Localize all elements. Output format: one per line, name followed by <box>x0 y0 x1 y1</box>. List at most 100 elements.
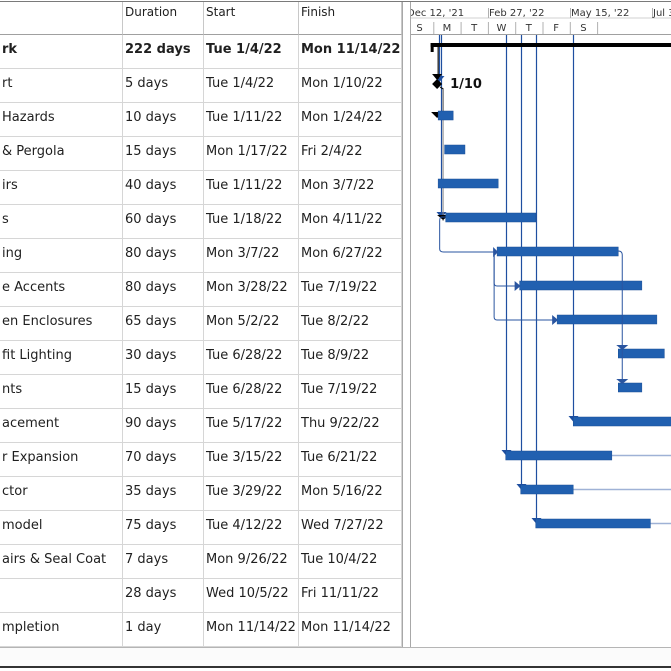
finish-cell[interactable]: Wed 7/27/22 <box>299 511 402 545</box>
finish-cell[interactable]: Tue 7/19/22 <box>299 375 402 409</box>
start-cell[interactable]: Mon 3/28/22 <box>204 273 299 307</box>
task-name-cell[interactable]: airs & Seal Coat <box>0 545 123 579</box>
task-name-cell[interactable]: e Accents <box>0 273 123 307</box>
start-cell[interactable]: Wed 10/5/22 <box>204 579 299 613</box>
task-name-cell[interactable]: rt <box>0 69 123 103</box>
task-row[interactable]: e Accents 80 days Mon 3/28/22 Tue 7/19/22 <box>0 273 402 307</box>
duration-cell[interactable]: 1 day <box>123 613 204 647</box>
start-cell[interactable]: Tue 1/4/22 <box>204 35 299 69</box>
task-name-cell[interactable]: s <box>0 205 123 239</box>
duration-cell[interactable]: 35 days <box>123 477 204 511</box>
pane-splitter[interactable] <box>402 2 411 647</box>
task-row[interactable]: ctor 35 days Tue 3/29/22 Mon 5/16/22 <box>0 477 402 511</box>
task-row[interactable]: & Pergola 15 days Mon 1/17/22 Fri 2/4/22 <box>0 137 402 171</box>
task-name-cell[interactable]: irs <box>0 171 123 205</box>
duration-cell[interactable]: 10 days <box>123 103 204 137</box>
duration-cell[interactable]: 60 days <box>123 205 204 239</box>
task-row[interactable]: airs & Seal Coat 7 days Mon 9/26/22 Tue 10/… <box>0 545 402 579</box>
start-cell[interactable]: Mon 9/26/22 <box>204 545 299 579</box>
task-row[interactable]: s 60 days Tue 1/18/22 Mon 4/11/22 <box>0 205 402 239</box>
finish-cell[interactable]: Mon 4/11/22 <box>299 205 402 239</box>
start-cell[interactable]: Mon 5/2/22 <box>204 307 299 341</box>
summary-task-row[interactable]: rk 222 days Tue 1/4/22 Mon 11/14/22 <box>0 35 402 69</box>
finish-cell[interactable]: Mon 6/27/22 <box>299 239 402 273</box>
start-cell[interactable]: Mon 1/17/22 <box>204 137 299 171</box>
finish-cell[interactable]: Fri 11/11/22 <box>299 579 402 613</box>
task-row[interactable]: Hazards 10 days Tue 1/11/22 Mon 1/24/22 <box>0 103 402 137</box>
duration-cell[interactable]: 90 days <box>123 409 204 443</box>
duration-cell[interactable]: 5 days <box>123 69 204 103</box>
start-cell[interactable]: Mon 11/14/22 <box>204 613 299 647</box>
finish-cell[interactable]: Fri 2/4/22 <box>299 137 402 171</box>
task-name-cell[interactable]: nts <box>0 375 123 409</box>
start-cell[interactable]: Tue 6/28/22 <box>204 341 299 375</box>
task-row[interactable]: 28 days Wed 10/5/22 Fri 11/11/22 <box>0 579 402 613</box>
finish-cell[interactable]: Tue 8/2/22 <box>299 307 402 341</box>
start-cell[interactable]: Tue 4/12/22 <box>204 511 299 545</box>
start-cell[interactable]: Tue 5/17/22 <box>204 409 299 443</box>
duration-cell[interactable]: 75 days <box>123 511 204 545</box>
finish-cell[interactable]: Tue 7/19/22 <box>299 273 402 307</box>
duration-cell[interactable]: 70 days <box>123 443 204 477</box>
duration-cell[interactable]: 15 days <box>123 375 204 409</box>
task-name-cell[interactable]: en Enclosures <box>0 307 123 341</box>
task-name-cell[interactable]: ctor <box>0 477 123 511</box>
task-name-cell[interactable]: Hazards <box>0 103 123 137</box>
finish-cell[interactable]: Mon 1/10/22 <box>299 69 402 103</box>
start-cell[interactable]: Tue 1/11/22 <box>204 103 299 137</box>
start-cell[interactable]: Tue 1/11/22 <box>204 171 299 205</box>
duration-cell[interactable]: 30 days <box>123 341 204 375</box>
task-bar[interactable] <box>496 246 619 257</box>
task-bar[interactable] <box>535 518 651 529</box>
duration-cell[interactable]: 7 days <box>123 545 204 579</box>
finish-cell[interactable]: Thu 9/22/22 <box>299 409 402 443</box>
duration-cell[interactable]: 28 days <box>123 579 204 613</box>
column-header-start[interactable]: Start <box>204 2 299 35</box>
start-cell[interactable]: Tue 6/28/22 <box>204 375 299 409</box>
task-row[interactable]: acement 90 days Tue 5/17/22 Thu 9/22/22 <box>0 409 402 443</box>
finish-cell[interactable]: Mon 1/24/22 <box>299 103 402 137</box>
task-bar[interactable] <box>618 382 643 393</box>
task-bar[interactable] <box>618 348 665 359</box>
column-header-task-name[interactable] <box>0 2 123 35</box>
finish-cell[interactable]: Tue 8/9/22 <box>299 341 402 375</box>
start-cell[interactable]: Tue 1/18/22 <box>204 205 299 239</box>
duration-cell[interactable]: 65 days <box>123 307 204 341</box>
task-bar[interactable] <box>437 178 499 189</box>
horizontal-scrollbar[interactable] <box>0 647 671 668</box>
task-row[interactable]: fit Lighting 30 days Tue 6/28/22 Tue 8/9/22 <box>0 341 402 375</box>
finish-cell[interactable]: Mon 3/7/22 <box>299 171 402 205</box>
task-row[interactable]: irs 40 days Tue 1/11/22 Mon 3/7/22 <box>0 171 402 205</box>
column-header-duration[interactable]: Duration <box>123 2 204 35</box>
start-cell[interactable]: Tue 3/15/22 <box>204 443 299 477</box>
task-row[interactable]: mpletion 1 day Mon 11/14/22 Mon 11/14/22 <box>0 613 402 647</box>
finish-cell[interactable]: Mon 5/16/22 <box>299 477 402 511</box>
task-row[interactable]: rt 5 days Tue 1/4/22 Mon 1/10/22 <box>0 69 402 103</box>
task-bar[interactable] <box>444 144 466 155</box>
task-bar[interactable] <box>519 280 643 291</box>
task-bar[interactable] <box>572 416 671 427</box>
finish-cell[interactable]: Mon 11/14/22 <box>299 613 402 647</box>
start-cell[interactable]: Tue 3/29/22 <box>204 477 299 511</box>
task-name-cell[interactable]: fit Lighting <box>0 341 123 375</box>
task-name-cell[interactable]: model <box>0 511 123 545</box>
task-name-cell[interactable]: & Pergola <box>0 137 123 171</box>
task-name-cell[interactable]: ing <box>0 239 123 273</box>
column-header-finish[interactable]: Finish <box>299 2 402 35</box>
task-bar[interactable] <box>445 212 536 223</box>
task-row[interactable]: model 75 days Tue 4/12/22 Wed 7/27/22 <box>0 511 402 545</box>
task-row[interactable]: en Enclosures 65 days Mon 5/2/22 Tue 8/2/22 <box>0 307 402 341</box>
task-bar[interactable] <box>505 450 613 461</box>
task-row[interactable]: r Expansion 70 days Tue 3/15/22 Tue 6/21/22 <box>0 443 402 477</box>
duration-cell[interactable]: 80 days <box>123 239 204 273</box>
task-name-cell[interactable]: acement <box>0 409 123 443</box>
duration-cell[interactable]: 222 days <box>123 35 204 69</box>
task-name-cell[interactable]: mpletion <box>0 613 123 647</box>
duration-cell[interactable]: 15 days <box>123 137 204 171</box>
duration-cell[interactable]: 40 days <box>123 171 204 205</box>
task-name-cell[interactable] <box>0 579 123 613</box>
task-bar[interactable] <box>437 110 454 121</box>
finish-cell[interactable]: Mon 11/14/22 <box>299 35 402 69</box>
task-bar[interactable] <box>556 314 658 325</box>
task-row[interactable]: ing 80 days Mon 3/7/22 Mon 6/27/22 <box>0 239 402 273</box>
